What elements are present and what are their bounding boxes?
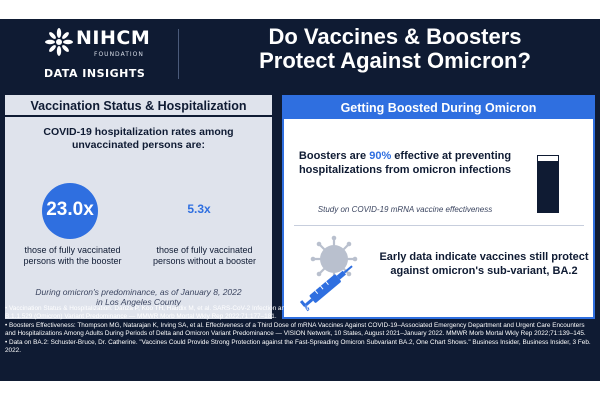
- left-panel-note: During omicron's predominance, as of Jan…: [10, 287, 267, 307]
- logo-foundation: FOUNDATION: [94, 51, 144, 58]
- left-panel-title: Vaccination Status & Hospitalization: [30, 99, 247, 113]
- header-divider: [178, 29, 179, 79]
- nihcm-star-logo-icon: [45, 28, 73, 56]
- logo-tagline: DATA INSIGHTS: [44, 67, 146, 80]
- boost-text-post: effective at preventing hospitalizations…: [298, 150, 512, 176]
- booster-effectiveness-text: Boosters are 90% effective at preventing…: [296, 149, 514, 177]
- reference-item: • Data on BA.2: Schuster-Bruce, Dr. Cath…: [5, 339, 591, 354]
- ba2-protection-text: Early data indicate vaccines still prote…: [379, 251, 589, 277]
- logo-name: NIHCM: [76, 27, 151, 49]
- no-booster-stat: 5.3x: [187, 202, 211, 216]
- references: • Vaccination Status & Hospitalization: …: [5, 305, 595, 377]
- vaccination-status-panel: Vaccination Status & Hospitalization COV…: [5, 95, 272, 319]
- left-panel-header: Vaccination Status & Hospitalization: [5, 95, 272, 117]
- left-note-line2: in Los Angeles County: [96, 297, 181, 307]
- booster-stat: 23.0x: [46, 199, 94, 220]
- effectiveness-bar-fill: [537, 160, 559, 213]
- no-booster-stat-description: those of fully vaccinated persons withou…: [152, 245, 257, 266]
- booster-study-note: Study on COVID-19 mRNA vaccine effective…: [317, 205, 493, 214]
- effectiveness-bar: [537, 155, 559, 213]
- reference-item: • Boosters Effectiveness: Thompson MG, N…: [5, 322, 586, 337]
- virus-icon: [310, 235, 358, 283]
- page-title-line1: Do Vaccines & Boosters: [268, 24, 522, 49]
- getting-boosted-panel: Getting Boosted During Omicron Boosters …: [282, 95, 595, 319]
- reference-item: • Vaccination Status & Hospitalization: …: [5, 305, 579, 320]
- hospitalization-lead: COVID-19 hospitalization rates among unv…: [43, 126, 234, 151]
- header: NIHCM FOUNDATION DATA INSIGHTS Do Vaccin…: [0, 19, 600, 89]
- nihcm-logo: NIHCM FOUNDATION DATA INSIGHTS: [44, 27, 154, 82]
- booster-stat-description: those of fully vaccinated persons with t…: [23, 245, 122, 266]
- effectiveness-bar-cap: [537, 155, 559, 213]
- booster-stat-circle: 23.0x: [42, 183, 98, 239]
- right-panel-divider: [294, 225, 584, 226]
- virus-syringe-illustration: [299, 235, 358, 312]
- right-panel-title: Getting Boosted During Omicron: [340, 101, 537, 115]
- boost-text-pre: Boosters are: [298, 150, 370, 162]
- right-panel-header: Getting Boosted During Omicron: [284, 97, 593, 119]
- boost-percent: 90%: [369, 150, 392, 162]
- syringe-icon: [299, 265, 353, 312]
- left-note-line1: During omicron's predominance, as of Jan…: [35, 287, 242, 297]
- page-title: Do Vaccines & Boosters Protect Against O…: [200, 25, 590, 73]
- no-booster-stat-circle: 5.3x: [185, 196, 213, 224]
- page-title-line2: Protect Against Omicron?: [259, 48, 531, 73]
